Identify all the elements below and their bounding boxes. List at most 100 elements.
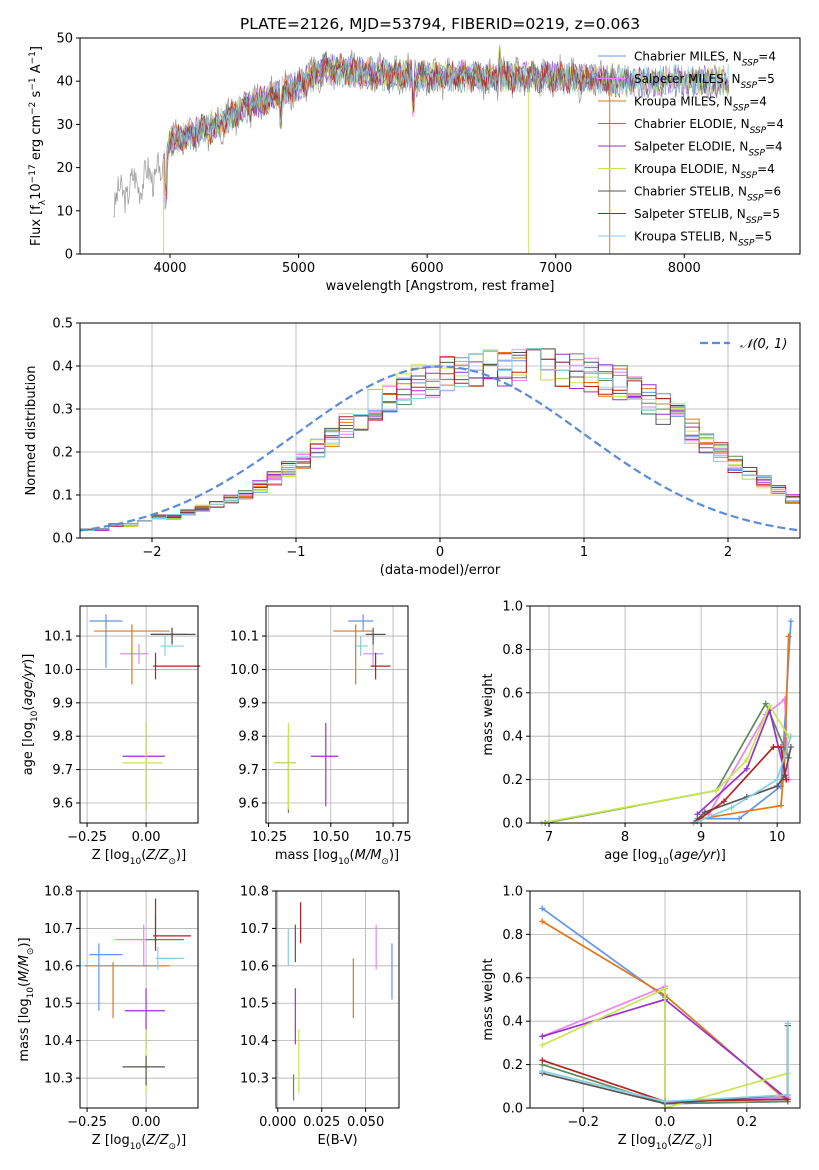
spectrum-ytick-label: 50 — [56, 32, 73, 47]
spectrum-frame: 4000 5000 6000 7000 8000 0 10 20 30 40 50 — [56, 32, 801, 276]
massweight-vs-age-series-line — [545, 701, 790, 824]
spectrum-ytick-label: 40 — [56, 75, 73, 90]
spectrum-legend: Chabrier MILES, NSSP=4 Salpeter MILES, NS… — [598, 50, 784, 249]
massweight-vs-age-xlabel: age [log10(age/yr)] — [604, 848, 726, 867]
massweight-vs-age-series-line — [700, 636, 790, 820]
massweight-vs-Z-ytick-label: 0.0 — [502, 1102, 523, 1117]
spectrum-legend-label: Chabrier MILES, NSSP=4 — [634, 50, 776, 69]
spectrum-ytick-label: 20 — [56, 161, 73, 176]
spectrum-ytick-label: 30 — [56, 118, 73, 133]
massweight-vs-Z-xtick-label: −0.2 — [567, 1115, 599, 1130]
age-vs-Z-ytick-label: 9.9 — [52, 696, 73, 711]
massweight-vs-age-point-marker — [743, 757, 750, 764]
age-vs-Z-xlabel: Z [log10(Z/Z⊙)] — [92, 848, 186, 867]
massweight-vs-Z-point-marker — [662, 1098, 668, 1105]
massweight-vs-age-point-marker — [783, 776, 790, 783]
massweight-vs-Z-point-marker — [784, 1020, 791, 1027]
mass-vs-Z-ytick-label: 10.6 — [44, 959, 73, 974]
residuals-xtick-label: 0 — [436, 545, 444, 560]
residuals-histogram — [80, 348, 800, 531]
spectrum-legend-label: Kroupa ELODIE, NSSP=4 — [634, 162, 775, 181]
residuals-histogram — [80, 348, 800, 530]
massweight-vs-age-point-marker — [701, 809, 708, 816]
mass-vs-ebv-ytick-label: 10.7 — [240, 922, 269, 937]
spectrum-legend-label: Chabrier STELIB, NSSP=6 — [634, 185, 781, 204]
massweight-vs-Z-ytick-label: 0.4 — [502, 1015, 523, 1030]
massweight-vs-Z-point-marker — [539, 1068, 546, 1075]
massweight-vs-age-point-marker — [774, 783, 781, 790]
age-vs-mass-ytick-label: 9.9 — [238, 696, 259, 711]
massweight-vs-age-point-marker — [774, 776, 781, 783]
massweight-vs-Z-point-marker — [539, 918, 546, 925]
residuals-legend-label: 𝒩(0, 1) — [740, 337, 787, 352]
massweight-vs-Z-lines — [539, 905, 791, 1111]
spectrum-xlabel: wavelength [Angstrom, rest frame] — [326, 279, 555, 294]
massweight-vs-Z-point-marker — [539, 1057, 546, 1064]
massweight-vs-age-series-line — [541, 703, 790, 824]
age-vs-mass-ytick-label: 10.1 — [230, 630, 259, 645]
massweight-vs-Z-ylabel: mass weight — [481, 958, 496, 1040]
spectrum-xtick-label: 5000 — [282, 261, 315, 276]
mass-vs-ebv-ytick-label: 10.8 — [240, 885, 269, 900]
massweight-vs-age-series-line — [696, 707, 788, 815]
massweight-vs-age-ylabel: mass weight — [481, 673, 496, 755]
massweight-vs-Z-frame: −0.2 0.0 0.2 0.0 0.2 0.4 0.6 0.8 1.0 — [502, 885, 801, 1130]
spectrum-ytick-label: 10 — [56, 204, 73, 219]
mass-vs-Z-xtick-label: −0.25 — [67, 1115, 107, 1130]
massweight-vs-age-point-marker — [713, 787, 720, 794]
massweight-vs-Z-xtick-label: 0.0 — [655, 1115, 676, 1130]
mass-vs-Z-spines — [79, 890, 199, 1109]
massweight-vs-age-point-marker — [785, 633, 792, 640]
massweight-vs-age-ytick-label: 0.4 — [502, 730, 523, 745]
spectrum-legend-label: Salpeter ELODIE, NSSP=4 — [634, 140, 783, 159]
mass-vs-ebv-xlabel: E(B-V) — [317, 1133, 357, 1148]
residuals-histogram — [80, 349, 800, 531]
mass-vs-ebv-xtick-label: 0.000 — [259, 1115, 296, 1130]
age-vs-Z-frame: −0.25 0.00 9.6 9.7 9.8 9.9 10.0 10.1 — [44, 605, 199, 845]
massweight-vs-Z-xlabel: Z [log10(Z/Z⊙)] — [618, 1133, 712, 1152]
massweight-vs-age-ytick-label: 1.0 — [502, 600, 523, 615]
spectrum-plot-area — [113, 45, 730, 254]
massweight-vs-Z-point-marker — [539, 1042, 546, 1049]
spectrum-axes — [113, 45, 730, 254]
residuals-ytick-label: 0.4 — [52, 360, 73, 375]
spectrum-legend-label: Kroupa STELIB, NSSP=5 — [634, 230, 772, 249]
spectrum-legend-label: Salpeter MILES, NSSP=5 — [634, 72, 775, 91]
massweight-vs-age-spines — [529, 605, 801, 824]
residuals-ytick-label: 0.1 — [52, 489, 73, 504]
mass-vs-Z-ytick-label: 10.3 — [44, 1072, 73, 1087]
massweight-vs-Z-ytick-label: 1.0 — [502, 885, 523, 900]
mass-vs-ebv-axes — [276, 890, 399, 1108]
age-vs-mass-ytick-label: 10.0 — [230, 663, 259, 678]
massweight-vs-age-point-marker — [787, 733, 794, 740]
massweight-vs-Z-xtick-label: 0.2 — [736, 1115, 757, 1130]
mass-vs-ebv-xtick-label: 0.025 — [303, 1115, 340, 1130]
mass-vs-ebv-xtick-label: 0.050 — [347, 1115, 384, 1130]
mass-vs-ebv-ytick-label: 10.5 — [240, 997, 269, 1012]
mass-vs-Z-frame: −0.25 0.00 10.3 10.4 10.5 10.6 10.7 10.8 — [44, 885, 199, 1130]
mass-vs-Z-xtick-label: 0.00 — [132, 1115, 161, 1130]
massweight-vs-age-point-marker — [766, 702, 773, 709]
residuals-ytick-label: 0.5 — [52, 317, 73, 332]
age-vs-Z-ytick-label: 9.8 — [52, 730, 73, 745]
massweight-vs-age-ytick-label: 0.8 — [502, 643, 523, 658]
spectrum-legend-label: Chabrier ELODIE, NSSP=4 — [634, 117, 784, 136]
age-vs-mass-spines — [265, 605, 409, 824]
age-vs-mass-axes — [266, 606, 408, 823]
massweight-vs-Z-ytick-label: 0.6 — [502, 971, 523, 986]
mass-vs-Z-ytick-label: 10.4 — [44, 1034, 73, 1049]
spectrum-xtick-label: 7000 — [539, 261, 572, 276]
massweight-vs-age-series-line — [693, 735, 792, 824]
age-vs-mass-xtick-label: 10.25 — [250, 830, 287, 845]
age-vs-Z-ytick-label: 10.1 — [44, 630, 73, 645]
residuals-xtick-label: 2 — [724, 545, 732, 560]
massweight-vs-age-point-marker — [770, 744, 777, 751]
residuals-xtick-label: −2 — [142, 545, 161, 560]
massweight-vs-age-axes — [530, 605, 800, 826]
age-vs-Z-points — [89, 614, 201, 810]
massweight-vs-Z-series-line — [541, 987, 788, 1110]
age-vs-mass-xtick-label: 10.75 — [374, 830, 411, 845]
age-vs-mass-xtick-label: 10.50 — [312, 830, 349, 845]
residuals-histogram — [80, 348, 800, 531]
